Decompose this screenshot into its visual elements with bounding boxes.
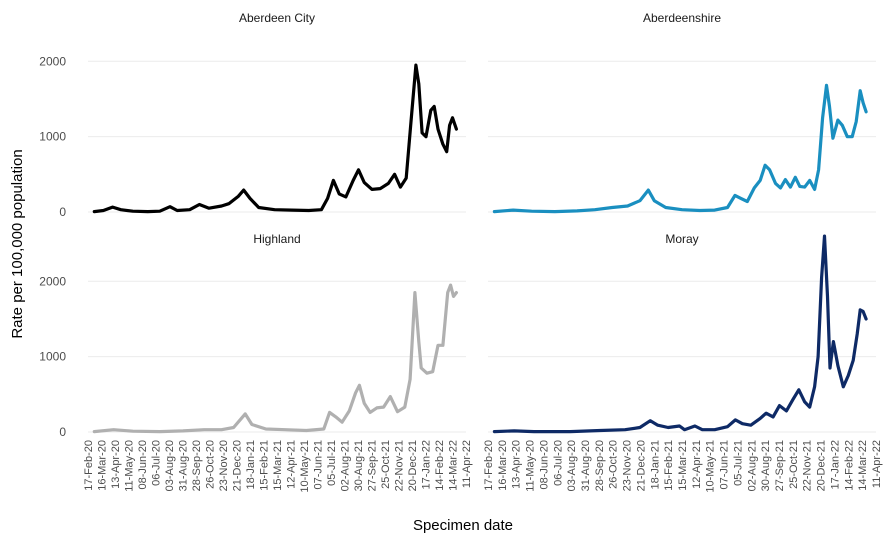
x-tick-label: 30-Aug-21 [760, 440, 772, 491]
series-line [92, 63, 458, 214]
panel-3: Highland 0 1000 2000 17-Feb-20 16-Mar-20 13-Ap… [39, 232, 473, 493]
x-tick-label: 31-Aug-20 [178, 440, 190, 491]
x-tick-label: 11-May-20 [525, 440, 537, 492]
x-tick-label: 10-May-21 [705, 440, 717, 493]
x-tick-label: 30-Aug-21 [353, 440, 365, 491]
x-tick-label: 18-Jan-21 [245, 440, 257, 490]
panel-2: Aberdeenshire [488, 11, 876, 214]
x-tick-label: 14-Feb-22 [843, 440, 855, 491]
x-tick-label: 14-Feb-22 [434, 440, 446, 491]
x-tick-label: 07-Jun-21 [719, 440, 731, 490]
series-line [492, 83, 868, 214]
y-axis-title: Rate per 100,000 population [9, 149, 26, 338]
x-tick-label: 15-Feb-21 [259, 440, 271, 491]
series-line [92, 283, 458, 434]
x-tick-label: 03-Aug-20 [566, 440, 578, 491]
x-tick-label: 21-Dec-20 [232, 440, 244, 491]
x-tick-label: 27-Sep-21 [367, 440, 379, 491]
x-tick-label: 17-Jan-22 [829, 440, 841, 490]
x-tick-label: 11-May-20 [124, 440, 136, 492]
x-tick-label: 17-Feb-20 [483, 440, 495, 491]
x-tick-label: 15-Mar-21 [272, 440, 284, 491]
x-tick-label: 22-Nov-21 [394, 440, 406, 491]
x-tick-label: 13-Apr-20 [110, 440, 122, 489]
x-tick-label: 10-May-21 [299, 440, 311, 493]
x-tick-label: 25-Oct-21 [788, 440, 800, 489]
panel-4: Moray 17-Feb-20 16-Mar-20 13-Apr-20 11-May-2… [483, 232, 883, 493]
x-tick-label: 12-Apr-21 [691, 440, 703, 489]
y-tick-label: 0 [59, 205, 66, 219]
series-line [492, 234, 868, 434]
x-tick-label: 14-Mar-22 [857, 440, 869, 491]
x-tick-label: 28-Sep-20 [594, 440, 606, 491]
x-tick-label: 02-Aug-21 [340, 440, 352, 491]
x-tick-label: 31-Aug-20 [580, 440, 592, 491]
x-tick-label: 11-Apr-22 [871, 440, 883, 488]
x-tick-label: 17-Jan-22 [421, 440, 433, 490]
panel-title: Aberdeenshire [643, 11, 721, 25]
y-tick-label: 2000 [39, 54, 66, 68]
x-tick-label: 26-Oct-20 [205, 440, 217, 489]
x-tick-label: 23-Nov-20 [218, 440, 230, 491]
x-tick-label: 15-Feb-21 [663, 440, 675, 491]
y-tick-label: 2000 [39, 274, 66, 288]
x-tick-label: 28-Sep-20 [191, 440, 203, 491]
x-tick-label: 16-Mar-20 [497, 440, 509, 491]
panel-1: Aberdeen City 0 1000 2000 [39, 11, 466, 219]
panel-title: Highland [253, 232, 300, 246]
x-tick-label: 20-Dec-21 [407, 440, 419, 491]
x-tick-label: 07-Jun-21 [313, 440, 325, 490]
x-tick-label: 16-Mar-20 [97, 440, 109, 491]
panel-title: Aberdeen City [239, 11, 315, 25]
x-tick-label: 22-Nov-21 [802, 440, 814, 491]
x-tick-label: 06-Jul-20 [151, 440, 163, 486]
x-tick-label: 05-Jul-21 [326, 440, 338, 486]
x-tick-label: 06-Jul-20 [552, 440, 564, 486]
x-tick-label: 03-Aug-20 [164, 440, 176, 491]
x-axis-title: Specimen date [413, 517, 513, 534]
x-tick-label: 08-Jun-20 [538, 440, 550, 490]
x-tick-label: 12-Apr-21 [286, 440, 298, 489]
panels: Aberdeen City 0 1000 2000 Aberdeenshire Highl… [39, 11, 883, 493]
x-tick-label: 05-Jul-21 [732, 440, 744, 486]
y-tick-label: 1000 [39, 130, 66, 144]
x-tick-label: 18-Jan-21 [649, 440, 661, 490]
x-tick-label: 27-Sep-21 [774, 440, 786, 491]
panel-title: Moray [665, 232, 698, 246]
x-tick-label: 17-Feb-20 [83, 440, 95, 491]
x-tick-label: 13-Apr-20 [511, 440, 523, 489]
x-tick-label: 14-Mar-22 [448, 440, 460, 491]
y-tick-label: 0 [59, 425, 66, 439]
x-tick-label: 08-Jun-20 [137, 440, 149, 490]
x-tick-label: 02-Aug-21 [746, 440, 758, 491]
x-tick-label: 25-Oct-21 [380, 440, 392, 489]
x-tick-label: 11-Apr-22 [461, 440, 473, 488]
x-tick-label: 21-Dec-20 [635, 440, 647, 491]
x-tick-label: 20-Dec-21 [816, 440, 828, 491]
x-tick-label: 23-Nov-20 [622, 440, 634, 491]
x-tick-label: 15-Mar-21 [677, 440, 689, 491]
x-tick-label: 26-Oct-20 [608, 440, 620, 489]
y-tick-label: 1000 [39, 350, 66, 364]
